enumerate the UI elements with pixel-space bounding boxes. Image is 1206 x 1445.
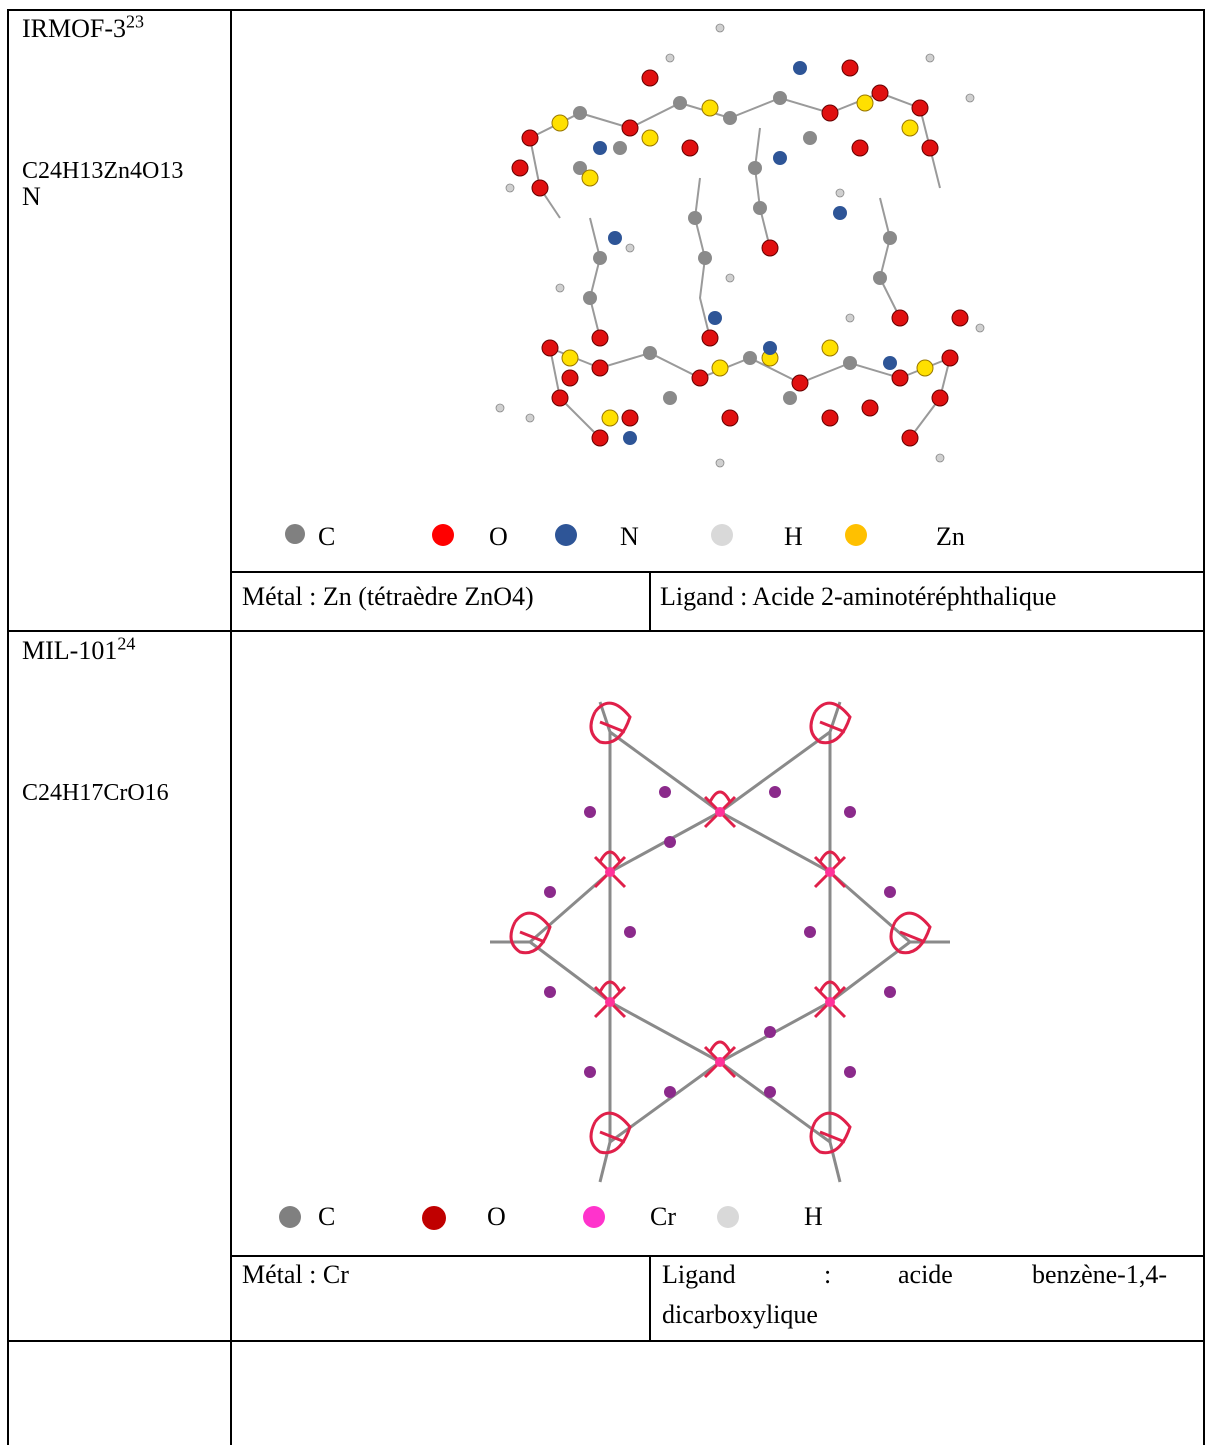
legend-label: Zn (936, 522, 965, 551)
carbon-atom-icon (285, 524, 305, 544)
mil101-structure-image (490, 701, 950, 1183)
row-divider (231, 571, 1205, 573)
oxygen-atom-icon (422, 1206, 446, 1230)
compound-name-text: IRMOF-3 (22, 14, 127, 43)
ligand-continued: dicarboxylique (662, 1300, 818, 1329)
compound-name: MIL-10124 (22, 633, 136, 666)
ligand-word: benzène-1,4- (1032, 1260, 1167, 1289)
compound-name: IRMOF-323 (22, 11, 145, 44)
chemical-formula-continued: N (22, 182, 41, 211)
legend-label: C (318, 1202, 336, 1231)
chemical-formula: C24H17CrO16 (22, 780, 169, 806)
hydrogen-atom-icon (717, 1206, 739, 1228)
reference-number: 23 (126, 11, 145, 32)
legend-label: C (318, 522, 336, 551)
oxygen-atom-icon (432, 524, 454, 546)
ligand-description: Ligand : Acide 2-aminotéréphthalique (660, 582, 1057, 611)
zinc-atom-icon (845, 524, 867, 546)
ligand-word: : (824, 1260, 832, 1289)
chromium-atom-icon (583, 1206, 605, 1228)
column-divider (230, 9, 232, 1445)
hydrogen-atom-icon (711, 524, 733, 546)
table-border-left (7, 634, 9, 1445)
metal-description: Métal : Cr (242, 1260, 349, 1289)
compound-name-text: MIL-101 (22, 636, 118, 665)
legend-label: H (804, 1202, 823, 1231)
metal-description: Métal : Zn (tétraèdre ZnO4) (242, 582, 534, 611)
row-divider (7, 630, 1205, 632)
legend-label: H (784, 522, 803, 551)
chemical-formula: C24H13Zn4O13 (22, 158, 184, 184)
legend-label: Cr (650, 1202, 676, 1231)
table-border-top (7, 9, 1205, 11)
ligand-word: acide (898, 1260, 953, 1289)
legend-label: O (489, 522, 508, 551)
nitrogen-atom-icon (555, 524, 577, 546)
row-divider (231, 1255, 1205, 1257)
table-border-left (7, 9, 9, 634)
ligand-word: Ligand (662, 1260, 736, 1289)
legend-label: N (620, 522, 639, 551)
subcell-divider (649, 571, 651, 632)
carbon-atom-icon (279, 1206, 301, 1228)
legend-label: O (487, 1202, 506, 1231)
row-divider (7, 1340, 1205, 1342)
reference-number: 24 (117, 633, 136, 654)
subcell-divider (649, 1255, 651, 1340)
irmof3-structure-image (495, 23, 985, 468)
table-border-right (1203, 9, 1205, 1445)
